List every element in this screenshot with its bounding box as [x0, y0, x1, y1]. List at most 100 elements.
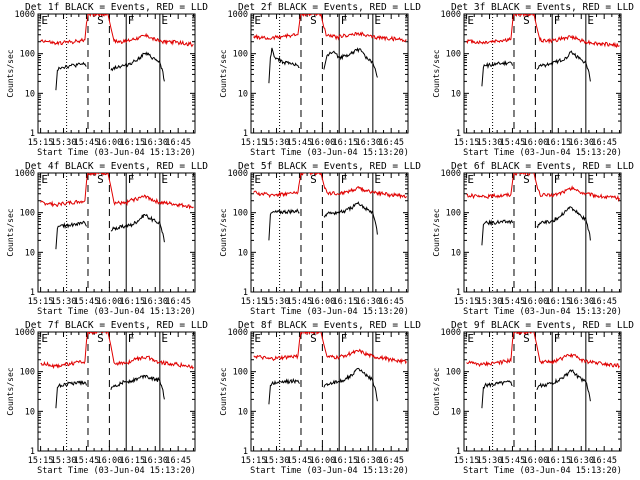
chart-title: Det 1f BLACK = Events, RED = LLD — [25, 2, 208, 13]
x-tick-label: 15:45 — [74, 138, 100, 148]
series-line-lld — [253, 332, 407, 365]
x-tick-label: 15:30 — [51, 456, 77, 466]
x-tick-label: 16:30 — [355, 456, 381, 466]
x-tick-label: 15:15 — [241, 456, 267, 466]
series-line-lld — [466, 14, 620, 48]
chart-panel-9: Det 9f BLACK = Events, RED = LLD 1 10 100 10… — [432, 320, 634, 476]
y-axis-label: Counts/sec — [432, 49, 441, 97]
phase-annotation: F — [341, 173, 348, 186]
y-tick-label: 10 — [25, 89, 35, 99]
x-tick-label: 15:45 — [74, 297, 100, 307]
x-tick-label: 16:00 — [310, 456, 336, 466]
phase-annotation: E — [41, 332, 48, 345]
x-tick-label: 16:00 — [523, 456, 549, 466]
chart-title: Det 5f BLACK = Events, RED = LLD — [238, 161, 421, 172]
x-tick-label: 16:15 — [546, 138, 572, 148]
phase-annotation: S — [523, 332, 530, 345]
y-tick-label: 100 — [446, 209, 461, 219]
plot-frame — [463, 172, 622, 293]
phase-annotation: E — [467, 14, 474, 27]
x-tick-label: 15:15 — [454, 138, 480, 148]
x-tick-label: 15:15 — [241, 138, 267, 148]
plot-frame — [250, 13, 409, 134]
x-tick-label: 16:00 — [523, 297, 549, 307]
phase-annotation: F — [554, 173, 561, 186]
phase-annotation: S — [523, 14, 530, 27]
phase-annotation: E — [587, 173, 594, 186]
phase-annotation: F — [341, 332, 348, 345]
x-tick-label: 16:15 — [120, 297, 146, 307]
y-tick-label: 1 — [243, 447, 248, 457]
plot-frame — [463, 13, 622, 134]
chart-panel-7: Det 7f BLACK = Events, RED = LLD 1 10 100 10… — [6, 320, 208, 476]
series-line-events — [536, 369, 591, 402]
y-axis-label: Counts/sec — [6, 367, 15, 415]
x-tick-label: 16:15 — [546, 297, 572, 307]
y-tick-label: 1 — [243, 129, 248, 139]
y-tick-label: 1 — [30, 129, 35, 139]
x-tick-label: 15:15 — [454, 297, 480, 307]
phase-annotation: E — [467, 173, 474, 186]
x-tick-label: 16:30 — [355, 297, 381, 307]
y-tick-label: 1000 — [228, 328, 248, 338]
series-line-lld — [466, 173, 620, 202]
x-tick-label: 15:45 — [74, 456, 100, 466]
series-line-events — [323, 47, 378, 78]
y-tick-label: 100 — [446, 368, 461, 378]
x-tick-label: 15:30 — [264, 138, 290, 148]
y-axis-label: Counts/sec — [432, 367, 441, 415]
chart-panel-8: Det 8f BLACK = Events, RED = LLD 1 10 100 10… — [219, 320, 421, 476]
series-line-events — [323, 367, 378, 402]
series-line-events — [323, 201, 378, 235]
series-line-lld — [253, 173, 407, 200]
y-tick-label: 1000 — [441, 328, 461, 338]
y-tick-label: 1000 — [15, 10, 35, 20]
x-tick-label: 15:30 — [477, 297, 503, 307]
phase-annotation: E — [467, 332, 474, 345]
y-axis-label: Counts/sec — [432, 208, 441, 256]
phase-annotation: S — [523, 173, 530, 186]
series-line-events — [55, 61, 87, 91]
x-tick-label: 16:45 — [378, 138, 404, 148]
phase-annotation: E — [254, 14, 261, 27]
x-tick-label: 15:30 — [51, 297, 77, 307]
x-tick-label: 15:45 — [500, 138, 526, 148]
phase-annotation: E — [161, 14, 168, 27]
phase-annotation: F — [128, 14, 135, 27]
phase-annotation: F — [341, 14, 348, 27]
phase-annotation: S — [97, 173, 104, 186]
x-tick-label: 16:00 — [523, 138, 549, 148]
x-tick-label: 15:30 — [264, 297, 290, 307]
phase-annotation: S — [310, 173, 317, 186]
phase-annotation: F — [554, 332, 561, 345]
y-tick-label: 10 — [238, 248, 248, 258]
y-axis-label: Counts/sec — [6, 49, 15, 97]
x-tick-label: 15:15 — [454, 456, 480, 466]
x-tick-label: 16:30 — [142, 297, 168, 307]
x-tick-label: 15:30 — [264, 456, 290, 466]
y-axis-label: Counts/sec — [219, 367, 228, 415]
series-line-events — [481, 380, 513, 409]
x-tick-label: 16:00 — [97, 138, 123, 148]
x-tick-label: 15:45 — [500, 297, 526, 307]
x-tick-label: 16:45 — [378, 297, 404, 307]
plot-frame — [37, 13, 196, 134]
x-tick-label: 15:45 — [287, 456, 313, 466]
x-axis-label: Start Time (03-Jun-04 15:13:20) — [250, 466, 409, 476]
phase-annotation: E — [374, 173, 381, 186]
y-tick-label: 1000 — [15, 328, 35, 338]
x-tick-label: 16:30 — [568, 456, 594, 466]
x-tick-label: 16:15 — [333, 456, 359, 466]
x-tick-label: 15:15 — [28, 297, 54, 307]
phase-annotation: S — [310, 332, 317, 345]
series-line-lld — [253, 14, 407, 43]
y-tick-label: 1000 — [228, 10, 248, 20]
y-tick-label: 1000 — [228, 169, 248, 179]
x-tick-label: 16:00 — [97, 456, 123, 466]
chart-title: Det 2f BLACK = Events, RED = LLD — [238, 2, 421, 13]
x-tick-label: 16:45 — [591, 297, 617, 307]
x-tick-label: 16:45 — [165, 297, 191, 307]
y-axis-label: Counts/sec — [219, 208, 228, 256]
series-line-events — [268, 208, 300, 241]
